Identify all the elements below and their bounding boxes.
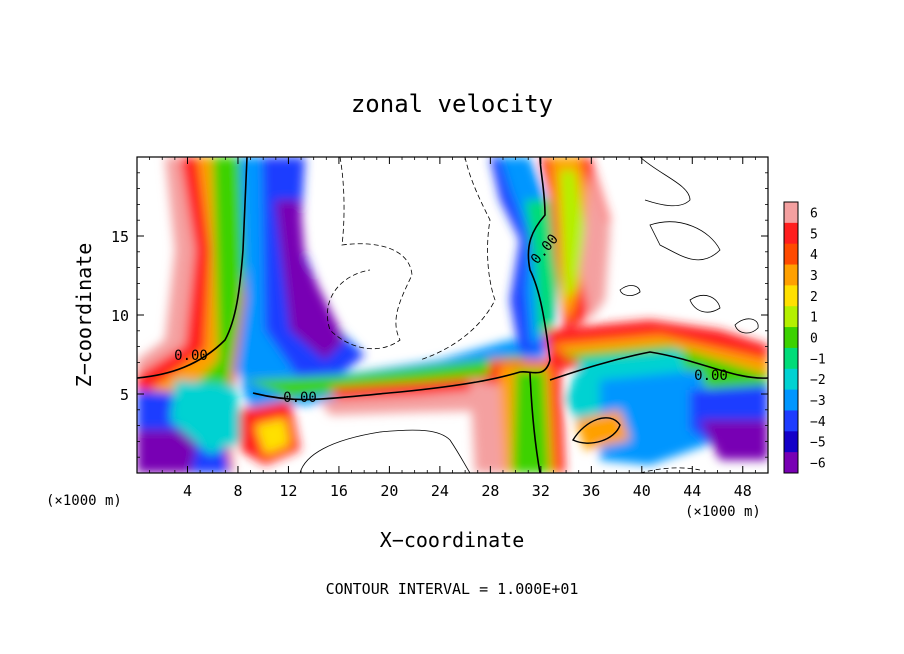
velocity-field [137,157,768,473]
x-tick-label: 20 [380,482,398,500]
colorbar-swatch [784,452,798,474]
colorbar-label: 5 [810,227,818,242]
colorbar-swatch [784,431,798,453]
x-unit-label: (×1000 m) [685,504,761,520]
contour-label: 0.00 [174,348,208,364]
colorbar-swatch [784,389,798,411]
x-tick-label: 28 [481,482,499,500]
colorbar-swatch [784,202,798,224]
contour-label: 0.00 [283,390,317,406]
colorbar-swatch [784,347,798,370]
colorbar-label: 6 [810,206,818,221]
colorbar-label: 3 [810,269,818,284]
x-tick-label: 4 [183,482,192,500]
colorbar-label: −3 [810,394,826,409]
colorbar-label: 0 [810,332,818,347]
y-axis-title: Z−coordinate [72,243,96,388]
colorbar-label: −1 [810,352,826,367]
contour-interval-note: CONTOUR INTERVAL = 1.000E+01 [326,580,579,598]
x-tick-label: 24 [431,482,449,500]
colorbar-swatch [784,243,798,266]
colorbar-swatch [784,285,798,307]
colorbar-label: −6 [810,457,826,472]
x-axis-title: X−coordinate [380,528,525,552]
colorbar-swatch [784,264,798,286]
x-tick-label: 16 [330,482,348,500]
contour-lines [137,157,768,473]
colorbar-label: −4 [810,415,826,430]
colorbar-swatch [784,410,798,432]
colorbar-swatch [784,327,798,349]
y-tick-label: 15 [111,228,129,246]
colorbar-label: 1 [810,311,818,326]
y-ticks: 5 10 15 [111,172,768,458]
y-tick-label: 10 [111,307,129,325]
contour-label: 0.00 [694,368,728,384]
colorbar-label: −2 [810,373,826,388]
x-tick-label: 40 [633,482,651,500]
colorbar-label: 2 [810,290,818,305]
colorbar-frame [783,201,799,474]
colorbar-label: 4 [810,248,818,263]
x-tick-label: 8 [233,482,242,500]
x-tick-label: 32 [532,482,550,500]
chart-title: zonal velocity [351,90,553,118]
y-unit-label: (×1000 m) [46,493,122,509]
x-tick-label: 12 [279,482,297,500]
colorbar-label: −5 [810,436,826,451]
x-tick-label: 48 [734,482,752,500]
x-ticks: 4 8 12 16 20 24 28 32 36 40 44 48 [149,157,756,500]
colorbar-swatch [784,222,798,245]
colorbar: 6 5 4 3 2 1 0 −1 −2 −3 −4 −5 −6 [783,201,826,474]
x-tick-label: 44 [683,482,701,500]
x-tick-label: 36 [582,482,600,500]
colorbar-swatch [784,368,798,391]
y-tick-label: 5 [120,386,129,404]
colorbar-swatch [784,306,798,328]
